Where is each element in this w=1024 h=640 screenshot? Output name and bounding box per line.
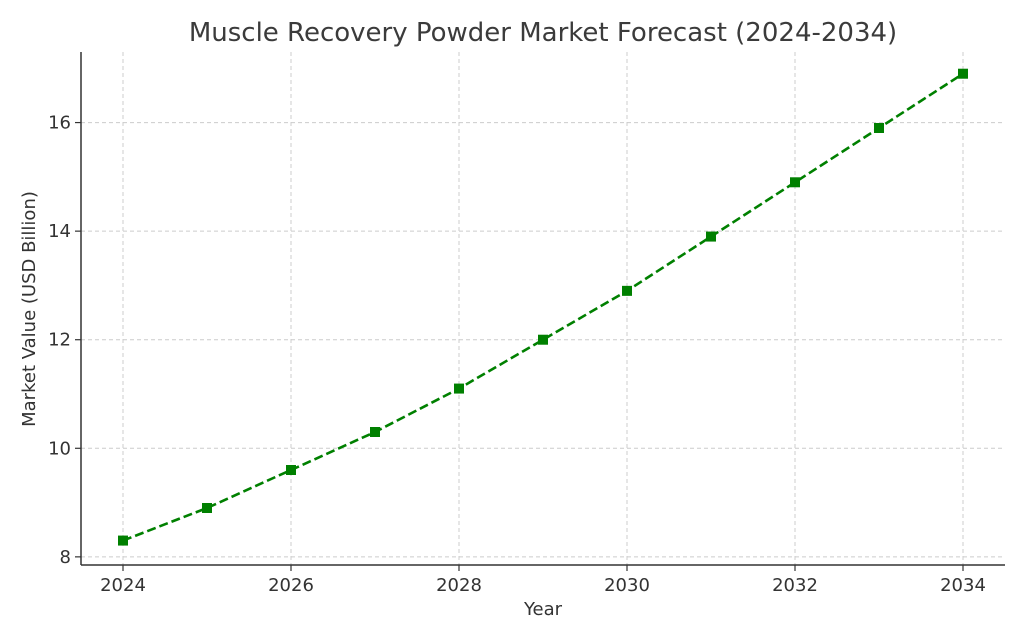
grid xyxy=(81,52,1005,565)
y-tick-label: 12 xyxy=(48,330,71,351)
x-tick-label: 2032 xyxy=(772,575,818,596)
x-tick-label: 2030 xyxy=(604,575,650,596)
y-axis-label: Market Value (USD Billion) xyxy=(19,191,40,427)
y-tick-label: 16 xyxy=(48,113,71,134)
data-point-marker xyxy=(538,334,548,345)
data-point-marker xyxy=(706,231,716,242)
chart-title: Muscle Recovery Powder Market Forecast (… xyxy=(189,18,897,48)
data-point-marker xyxy=(790,177,800,188)
x-axis-label: Year xyxy=(523,599,563,620)
x-tick-label: 2024 xyxy=(100,575,146,596)
data-point-marker xyxy=(118,535,128,546)
y-tick-label: 10 xyxy=(48,438,71,459)
data-point-marker xyxy=(454,383,464,394)
axes: 2024 2026 2028 2030 2032 2034 8 10 12 14 16 xyxy=(48,52,1005,596)
data-point-marker xyxy=(286,465,296,475)
series xyxy=(118,68,968,546)
series-line xyxy=(122,72,964,542)
x-tick-label: 2034 xyxy=(940,575,986,596)
data-point-marker xyxy=(202,503,212,513)
y-tick-label: 8 xyxy=(60,547,71,568)
data-point-marker xyxy=(622,285,632,296)
data-point-marker xyxy=(958,68,968,79)
y-tick-label: 14 xyxy=(48,221,71,242)
data-point-marker xyxy=(874,123,884,133)
x-tick-label: 2026 xyxy=(268,575,314,596)
data-point-marker xyxy=(370,427,380,437)
x-tick-label: 2028 xyxy=(436,575,482,596)
